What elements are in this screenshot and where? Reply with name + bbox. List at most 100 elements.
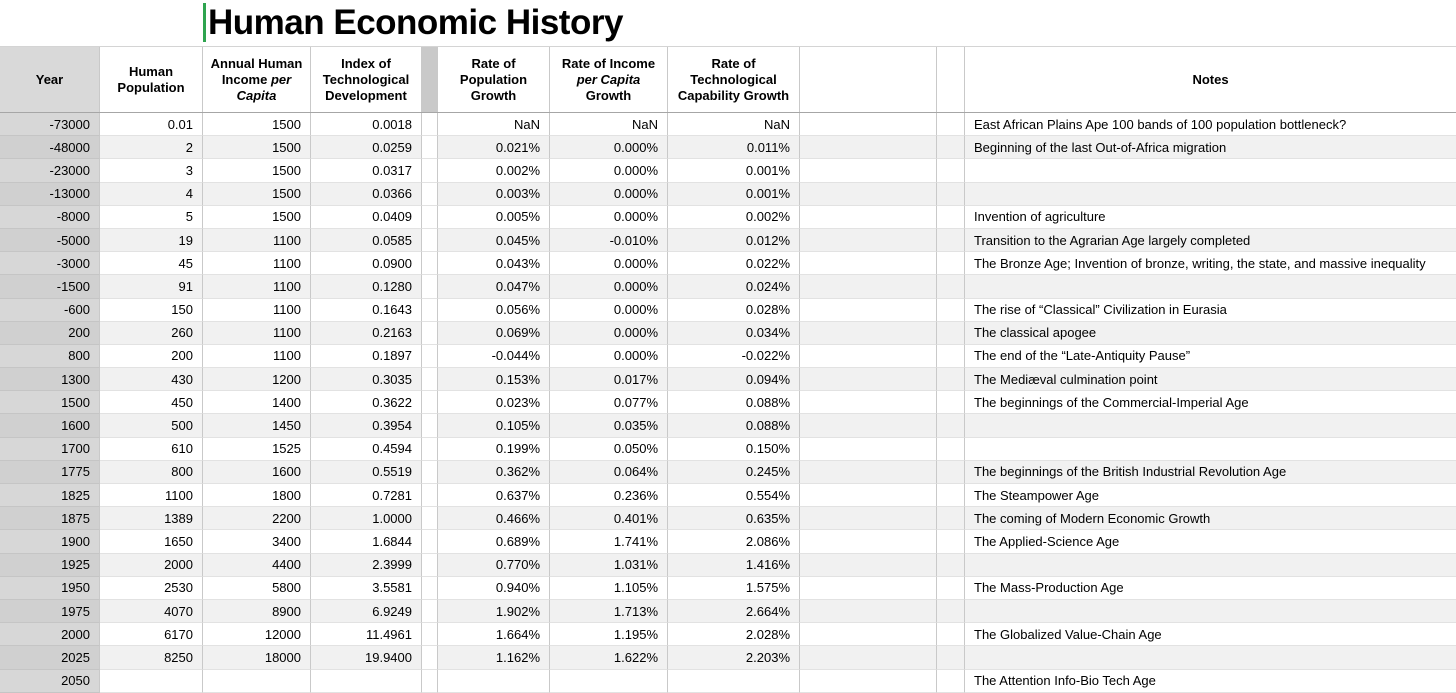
cell-tech_growth[interactable]: 0.554% bbox=[668, 484, 800, 508]
cell-tech_growth[interactable]: 0.088% bbox=[668, 414, 800, 438]
cell-income_growth[interactable]: 0.000% bbox=[550, 205, 668, 229]
cell-year[interactable]: 200 bbox=[0, 321, 100, 345]
cell-population[interactable]: 610 bbox=[100, 437, 203, 461]
cell-tech_index[interactable]: 0.1280 bbox=[311, 275, 422, 299]
cell-year[interactable]: 1600 bbox=[0, 414, 100, 438]
cell-tech_index[interactable]: 0.7281 bbox=[311, 484, 422, 508]
cell-population[interactable]: 800 bbox=[100, 460, 203, 484]
cell-population[interactable]: 500 bbox=[100, 414, 203, 438]
cell-pop_growth[interactable]: 1.902% bbox=[438, 599, 550, 624]
header-cell-population[interactable]: Human Population bbox=[100, 47, 203, 112]
cell-pop_growth[interactable]: 0.770% bbox=[438, 553, 550, 577]
cell-income[interactable]: 8900 bbox=[203, 599, 311, 624]
cell-tech_growth[interactable]: 2.028% bbox=[668, 623, 800, 647]
cell-tech_index[interactable]: 0.0018 bbox=[311, 113, 422, 137]
cell-population[interactable]: 430 bbox=[100, 368, 203, 392]
cell-tech_growth[interactable]: 2.203% bbox=[668, 646, 800, 670]
header-cell-spacer_b[interactable] bbox=[937, 47, 965, 112]
cell-pop_growth[interactable]: 0.069% bbox=[438, 321, 550, 345]
cell-tech_index[interactable]: 0.1643 bbox=[311, 298, 422, 322]
cell-income[interactable]: 1450 bbox=[203, 414, 311, 438]
header-cell-empty[interactable] bbox=[800, 47, 937, 112]
cell-year[interactable]: -600 bbox=[0, 298, 100, 322]
cell-income_growth[interactable]: 0.000% bbox=[550, 182, 668, 206]
cell-year[interactable]: 1975 bbox=[0, 599, 100, 624]
cell-empty[interactable] bbox=[800, 623, 937, 647]
header-cell-year[interactable]: Year bbox=[0, 47, 100, 112]
cell-spacer_b[interactable] bbox=[937, 159, 965, 183]
cell-income[interactable]: 1100 bbox=[203, 252, 311, 276]
cell-empty[interactable] bbox=[800, 484, 937, 508]
cell-spacer_b[interactable] bbox=[937, 530, 965, 554]
cell-spacer_a[interactable] bbox=[422, 414, 438, 438]
cell-tech_growth[interactable]: 0.034% bbox=[668, 321, 800, 345]
header-cell-tech_index[interactable]: Index of Technological Development bbox=[311, 47, 422, 112]
cell-pop_growth[interactable]: 0.005% bbox=[438, 205, 550, 229]
header-cell-notes[interactable]: Notes bbox=[965, 47, 1456, 112]
cell-spacer_b[interactable] bbox=[937, 669, 965, 693]
cell-year[interactable]: -3000 bbox=[0, 252, 100, 276]
cell-income_growth[interactable]: 0.000% bbox=[550, 136, 668, 160]
cell-spacer_a[interactable] bbox=[422, 228, 438, 253]
cell-spacer_b[interactable] bbox=[937, 368, 965, 392]
cell-income_growth[interactable]: 0.000% bbox=[550, 159, 668, 183]
cell-spacer_a[interactable] bbox=[422, 646, 438, 670]
cell-income_growth[interactable]: 0.077% bbox=[550, 391, 668, 415]
cell-empty[interactable] bbox=[800, 275, 937, 299]
cell-tech_growth[interactable]: 0.150% bbox=[668, 437, 800, 461]
cell-notes[interactable]: The rise of “Classical” Civilization in … bbox=[965, 298, 1456, 322]
cell-income_growth[interactable]: 1.741% bbox=[550, 530, 668, 554]
cell-tech_index[interactable]: 0.3622 bbox=[311, 391, 422, 415]
header-cell-income_growth[interactable]: Rate of Income per Capita Growth bbox=[550, 47, 668, 112]
cell-income[interactable]: 3400 bbox=[203, 530, 311, 554]
cell-year[interactable]: 1825 bbox=[0, 484, 100, 508]
cell-tech_index[interactable]: 0.4594 bbox=[311, 437, 422, 461]
cell-tech_growth[interactable]: 0.635% bbox=[668, 507, 800, 531]
cell-spacer_b[interactable] bbox=[937, 576, 965, 600]
cell-income[interactable]: 1800 bbox=[203, 484, 311, 508]
cell-income[interactable]: 5800 bbox=[203, 576, 311, 600]
cell-empty[interactable] bbox=[800, 646, 937, 670]
cell-tech_growth[interactable]: 0.002% bbox=[668, 205, 800, 229]
cell-tech_index[interactable]: 1.6844 bbox=[311, 530, 422, 554]
cell-income[interactable]: 1500 bbox=[203, 205, 311, 229]
cell-income[interactable]: 1100 bbox=[203, 298, 311, 322]
cell-population[interactable]: 260 bbox=[100, 321, 203, 345]
cell-spacer_a[interactable] bbox=[422, 321, 438, 345]
cell-pop_growth[interactable]: 0.023% bbox=[438, 391, 550, 415]
cell-spacer_a[interactable] bbox=[422, 623, 438, 647]
cell-tech_index[interactable]: 0.0259 bbox=[311, 136, 422, 160]
cell-spacer_a[interactable] bbox=[422, 252, 438, 276]
cell-notes[interactable]: Invention of agriculture bbox=[965, 205, 1456, 229]
cell-income[interactable]: 1500 bbox=[203, 159, 311, 183]
cell-spacer_a[interactable] bbox=[422, 669, 438, 693]
cell-income_growth[interactable]: 0.035% bbox=[550, 414, 668, 438]
cell-population[interactable]: 1100 bbox=[100, 484, 203, 508]
cell-income[interactable]: 1200 bbox=[203, 368, 311, 392]
cell-year[interactable]: -13000 bbox=[0, 182, 100, 206]
cell-income[interactable]: 1100 bbox=[203, 321, 311, 345]
cell-income[interactable]: 1500 bbox=[203, 113, 311, 137]
cell-tech_growth[interactable]: 0.245% bbox=[668, 460, 800, 484]
cell-population[interactable]: 4 bbox=[100, 182, 203, 206]
cell-tech_index[interactable]: 0.1897 bbox=[311, 344, 422, 369]
cell-spacer_a[interactable] bbox=[422, 460, 438, 484]
cell-population[interactable]: 1389 bbox=[100, 507, 203, 531]
cell-income_growth[interactable]: 0.017% bbox=[550, 368, 668, 392]
cell-pop_growth[interactable]: 0.466% bbox=[438, 507, 550, 531]
cell-tech_index[interactable]: 0.5519 bbox=[311, 460, 422, 484]
cell-tech_index[interactable]: 0.3954 bbox=[311, 414, 422, 438]
cell-population[interactable]: 5 bbox=[100, 205, 203, 229]
cell-year[interactable]: 2050 bbox=[0, 669, 100, 693]
cell-empty[interactable] bbox=[800, 599, 937, 624]
cell-tech_growth[interactable]: 0.022% bbox=[668, 252, 800, 276]
cell-population[interactable]: 45 bbox=[100, 252, 203, 276]
cell-income_growth[interactable]: 0.000% bbox=[550, 298, 668, 322]
cell-tech_growth[interactable]: 0.001% bbox=[668, 182, 800, 206]
cell-empty[interactable] bbox=[800, 252, 937, 276]
cell-spacer_b[interactable] bbox=[937, 507, 965, 531]
cell-tech_growth[interactable]: 0.001% bbox=[668, 159, 800, 183]
cell-empty[interactable] bbox=[800, 391, 937, 415]
cell-income[interactable]: 1100 bbox=[203, 275, 311, 299]
cell-spacer_a[interactable] bbox=[422, 136, 438, 160]
